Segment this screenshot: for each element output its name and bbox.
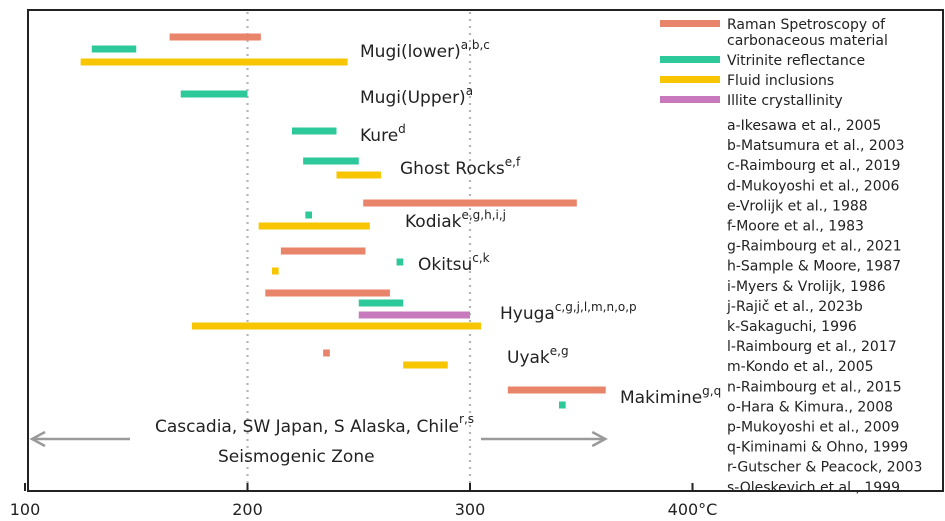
- site-label-hyuga: Hyugac,g,j,l,m,n,o,p: [500, 300, 637, 324]
- bar-makimine-raman: [507, 386, 606, 394]
- reference-f: f-Moore et al., 1983: [727, 219, 864, 235]
- legend-label-illite: Illite crystallinity: [727, 93, 843, 109]
- reference-b: b-Matsumura et al., 2003: [727, 138, 905, 154]
- bar-hyuga-illite: [358, 311, 470, 319]
- bar-okitsu-raman: [280, 247, 366, 255]
- reference-c: c-Raimbourg et al., 2019: [727, 158, 900, 174]
- bar-uyak-fluid: [403, 361, 448, 369]
- x-tick-label-300: 300: [455, 500, 486, 519]
- reference-g: g-Raimbourg et al., 2021: [727, 239, 902, 255]
- bar-hyuga-vitrinite: [358, 299, 404, 307]
- plot-frame: [27, 9, 944, 492]
- arrow-right-head-icon: [591, 430, 608, 448]
- legend-label-raman-1: carbonaceous material: [727, 33, 888, 49]
- site-label-okitsu: Okitsuc,k: [418, 251, 490, 275]
- bar-ghost-rocks-vitrinite: [303, 157, 359, 165]
- bar-ghost-rocks-fluid: [336, 171, 381, 179]
- bar-kodiak-fluid: [258, 222, 370, 230]
- reference-a: a-Ikesawa et al., 2005: [727, 118, 881, 134]
- bar-hyuga-raman: [265, 289, 390, 297]
- legend-swatch-illite: [660, 96, 720, 103]
- reference-o: o-Hara & Kimura., 2008: [727, 399, 893, 415]
- legend-swatch-vitrinite: [660, 56, 720, 63]
- x-tick-label-400: 400°C: [668, 500, 718, 519]
- reference-m: m-Kondo et al., 2005: [727, 359, 874, 375]
- reference-j: j-Rajič et al., 2023b: [726, 299, 863, 315]
- bar-mugi-lower-raman: [169, 33, 261, 41]
- site-label-uyak: Uyake,g: [507, 344, 569, 368]
- reference-l: l-Raimbourg et al., 2017: [727, 339, 897, 355]
- reference-n: n-Raimbourg et al., 2015: [727, 379, 902, 395]
- legend-label-raman: Raman Spetroscopy of: [727, 17, 886, 33]
- site-label-mugi-lower: Mugi(lower)a,b,c: [360, 38, 490, 62]
- bar-okitsu-fluid: [271, 267, 279, 275]
- reference-r: r-Gutscher & Peacock, 2003: [727, 460, 922, 476]
- bar-okitsu-vitrinite: [396, 258, 404, 266]
- site-label-mugi-upper: Mugi(Upper)a: [360, 84, 473, 108]
- site-label-kure: Kured: [360, 122, 406, 146]
- legend-swatch-fluid: [660, 76, 720, 83]
- bar-mugi-lower-fluid: [80, 58, 348, 66]
- seismogenic-regions-label: Cascadia, SW Japan, S Alaska, Chiler,s: [155, 412, 474, 437]
- reference-p: p-Mukoyoshi et al., 2009: [727, 420, 899, 436]
- legend-label-fluid: Fluid inclusions: [727, 73, 834, 89]
- reference-k: k-Sakaguchi, 1996: [727, 319, 857, 335]
- legend-swatch-raman: [660, 20, 720, 27]
- bar-kodiak-raman: [363, 199, 577, 207]
- x-tick-label-200: 200: [232, 500, 263, 519]
- arrow-left-head-icon: [29, 430, 46, 448]
- reference-s: s-Oleskevich et al., 1999: [727, 480, 900, 496]
- bar-hyuga-fluid: [191, 322, 482, 330]
- site-label-kodiak: Kodiake,g,h,i,j: [405, 208, 506, 232]
- reference-d: d-Mukoyoshi et al., 2006: [727, 178, 900, 194]
- bar-uyak-raman: [323, 349, 330, 357]
- bar-mugi-upper-vitrinite: [180, 90, 248, 98]
- reference-i: i-Myers & Vrolijk, 1986: [727, 279, 886, 295]
- site-label-makimine: Makimineg,q: [620, 384, 721, 408]
- reference-q: q-Kiminami & Ohno, 1999: [727, 440, 908, 456]
- seismogenic-zone-label: Seismogenic Zone: [218, 447, 375, 467]
- reference-e: e-Vrolijk et al., 1988: [727, 198, 868, 214]
- site-label-ghost-rocks: Ghost Rockse,f: [400, 155, 521, 179]
- bar-kure-vitrinite: [292, 127, 337, 135]
- legend-label-vitrinite: Vitrinite reflectance: [727, 53, 865, 69]
- reference-h: h-Sample & Moore, 1987: [727, 259, 901, 275]
- bar-kodiak-vitrinite: [305, 211, 313, 219]
- bar-makimine-vitrinite: [559, 401, 566, 409]
- bar-mugi-lower-vitrinite: [91, 45, 137, 53]
- x-tick-label-100: 100: [10, 500, 41, 519]
